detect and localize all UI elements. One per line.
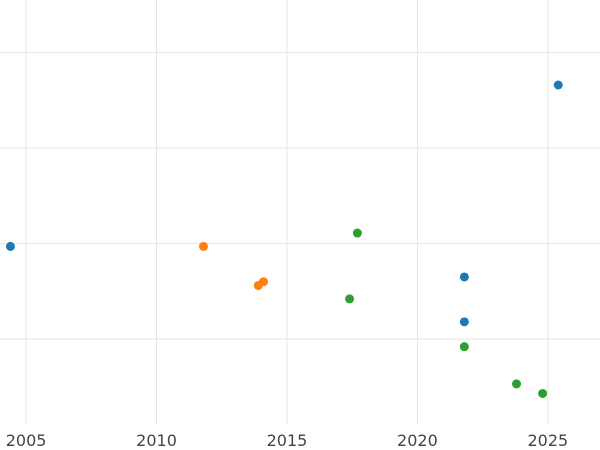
x-tick-label: 2015 — [267, 431, 308, 450]
data-point — [198, 241, 208, 251]
data-points — [5, 80, 563, 398]
x-axis-ticks: 2005 2010 2015 2020 2025 — [6, 431, 568, 450]
data-point — [459, 317, 469, 327]
x-tick-label: 2010 — [136, 431, 177, 450]
data-point — [512, 379, 522, 389]
x-tick-label: 2025 — [527, 431, 568, 450]
x-tick-label: 2020 — [397, 431, 438, 450]
data-point — [352, 228, 362, 238]
data-point — [459, 342, 469, 352]
data-point — [258, 277, 268, 287]
data-point — [345, 294, 355, 304]
data-point — [459, 272, 469, 282]
x-tick-label: 2005 — [6, 431, 47, 450]
data-point — [5, 241, 15, 251]
grid — [0, 0, 600, 425]
data-point — [553, 80, 563, 90]
data-point — [538, 388, 548, 398]
